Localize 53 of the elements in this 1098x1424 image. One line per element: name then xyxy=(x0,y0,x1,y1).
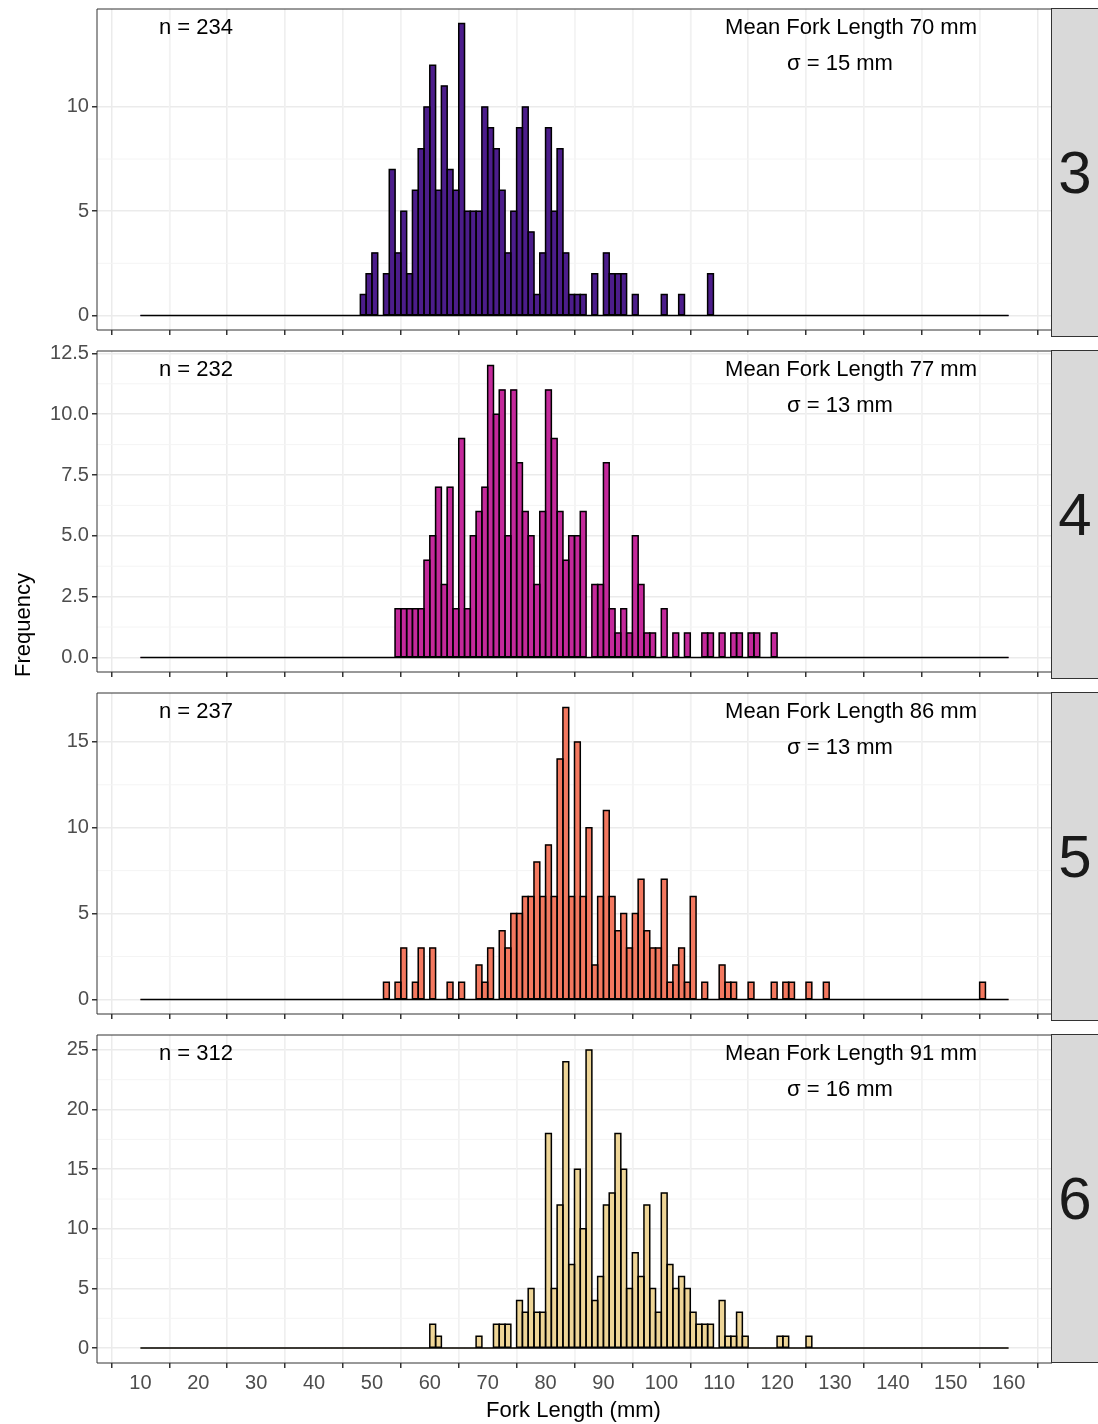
x-tick-label: 10 xyxy=(129,1370,152,1393)
annotation: Mean Fork Length 70 mm xyxy=(725,14,977,40)
y-tick-label: 12.5 xyxy=(50,340,89,363)
annotation: σ = 16 mm xyxy=(787,1076,893,1102)
annotation: Mean Fork Length 91 mm xyxy=(725,1040,977,1066)
x-tick-label: 90 xyxy=(592,1370,615,1393)
y-tick-label: 5 xyxy=(77,901,89,924)
y-tick-label: 20 xyxy=(66,1097,89,1120)
x-tick-label: 60 xyxy=(418,1370,441,1393)
annotation: σ = 13 mm xyxy=(787,392,893,418)
text: 4 xyxy=(1051,350,1098,679)
x-tick-label: 70 xyxy=(476,1370,499,1393)
annotation: σ = 13 mm xyxy=(787,734,893,760)
x-tick-label: 80 xyxy=(534,1370,557,1393)
y-tick-label: 10.0 xyxy=(50,401,89,424)
y-tick-label: 5 xyxy=(77,198,89,221)
annotation: σ = 15 mm xyxy=(787,50,893,76)
annotation: n = 312 xyxy=(159,1040,234,1066)
x-tick-label: 130 xyxy=(818,1370,852,1393)
y-tick-label: 2.5 xyxy=(61,584,89,607)
x-tick-label: 110 xyxy=(703,1370,736,1393)
annotation: Mean Fork Length 86 mm xyxy=(725,698,977,724)
annotation: n = 237 xyxy=(159,698,234,724)
annotation: n = 232 xyxy=(159,356,234,382)
x-tick-label: 100 xyxy=(644,1370,679,1393)
y-axis-title: Frequency xyxy=(9,573,36,677)
y-tick-label: 15 xyxy=(66,1156,89,1179)
x-tick-label: 50 xyxy=(360,1370,384,1393)
x-axis-title: Fork Length (mm) xyxy=(485,1397,662,1423)
text: 3 xyxy=(1051,8,1098,337)
x-tick-label: 150 xyxy=(934,1370,968,1393)
x-tick-label: 120 xyxy=(760,1370,794,1393)
y-tick-label: 0.0 xyxy=(61,644,89,667)
y-tick-label: 5 xyxy=(77,1275,89,1298)
y-tick-label: 0 xyxy=(77,1335,89,1358)
annotation: n = 234 xyxy=(159,14,234,40)
text: 6 xyxy=(1051,1034,1098,1363)
x-tick-label: 160 xyxy=(991,1370,1026,1393)
y-tick-label: 25 xyxy=(66,1037,89,1060)
y-tick-label: 0 xyxy=(77,986,89,1009)
y-tick-label: 5.0 xyxy=(61,523,89,546)
x-tick-label: 140 xyxy=(876,1370,910,1393)
x-tick-label: 30 xyxy=(245,1370,268,1393)
x-tick-label: 20 xyxy=(187,1370,210,1393)
x-tick-label: 40 xyxy=(302,1370,326,1393)
y-tick-label: 0 xyxy=(77,302,89,325)
text: 5 xyxy=(1051,692,1098,1021)
y-tick-label: 15 xyxy=(66,729,89,752)
annotation: Mean Fork Length 77 mm xyxy=(725,356,977,382)
y-tick-label: 7.5 xyxy=(61,462,89,485)
y-tick-label: 10 xyxy=(66,94,89,117)
y-tick-label: 10 xyxy=(66,1216,89,1239)
y-tick-label: 10 xyxy=(66,815,89,838)
